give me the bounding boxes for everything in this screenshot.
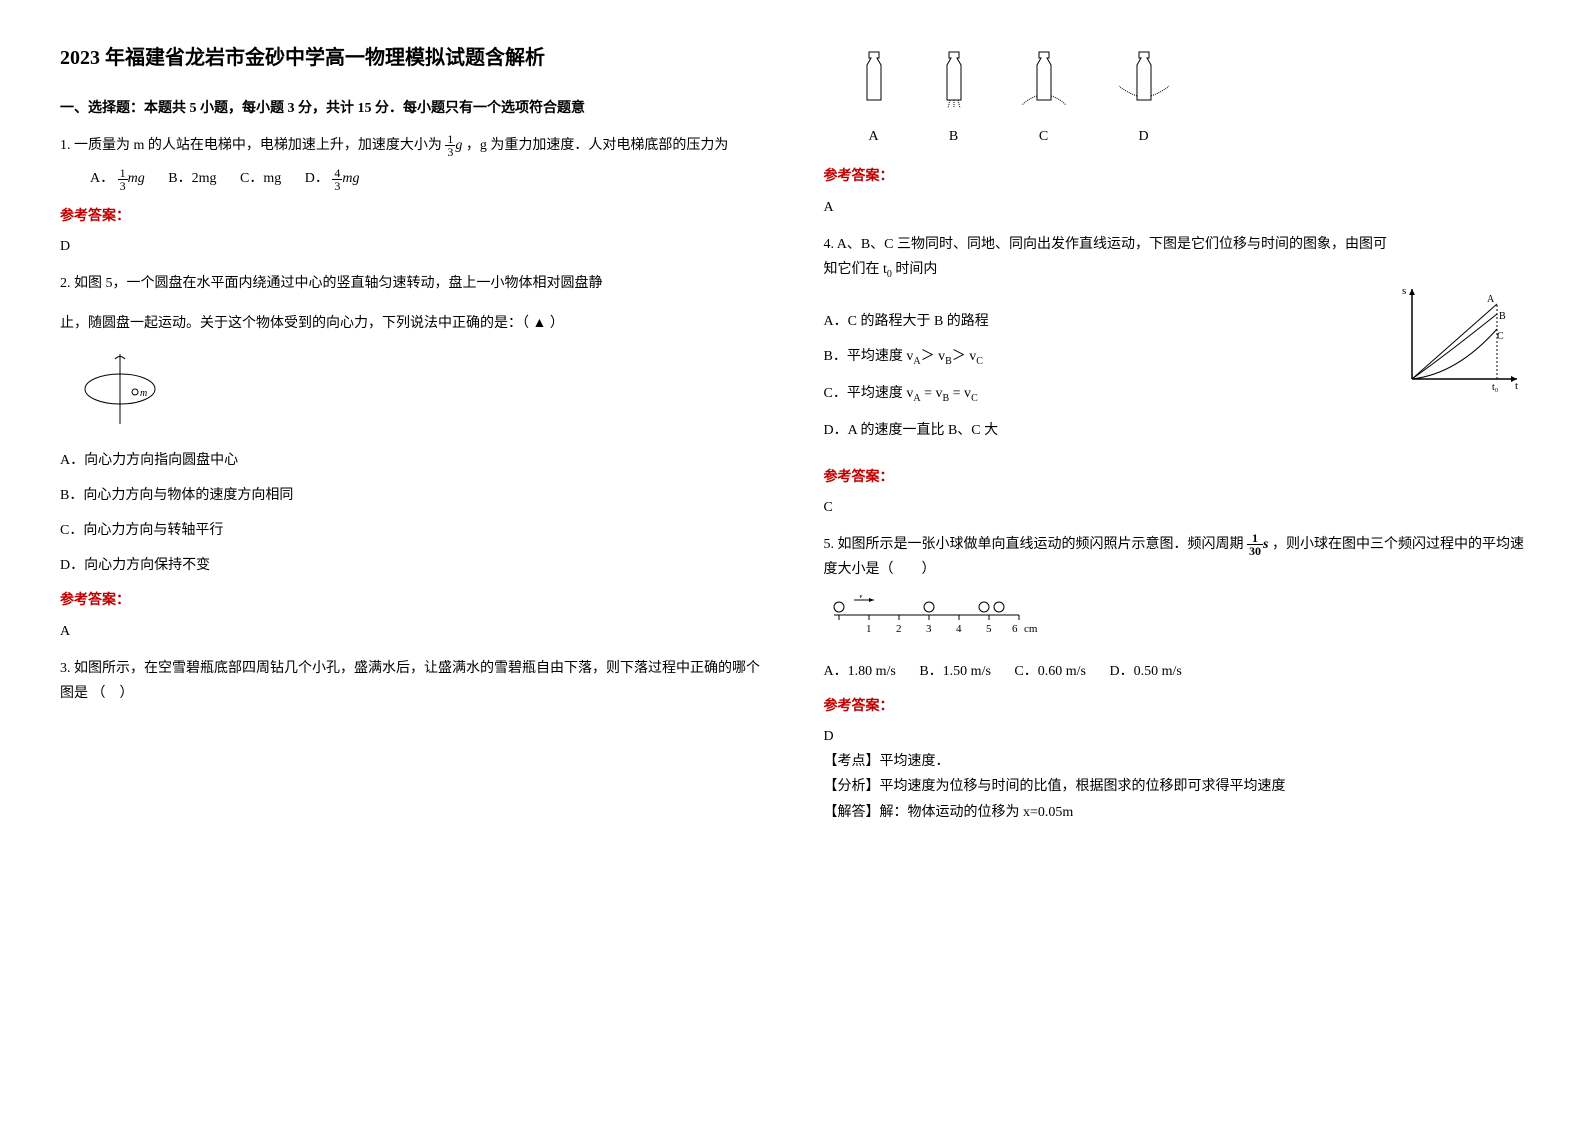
q2-option-c: C．向心力方向与转轴平行 — [60, 518, 764, 543]
svg-text:3: 3 — [926, 623, 932, 635]
q5-s: s — [1263, 537, 1268, 552]
answer-label: 参考答案： — [60, 588, 764, 613]
q1-option-b: B．2mg — [168, 166, 216, 191]
q3-answer: A — [824, 195, 1528, 220]
q5-option-c: C．0.60 m/s — [1014, 659, 1086, 684]
ruler-figure: v 1 2 3 4 5 6 cm — [824, 595, 1528, 649]
bottles-figure: A B C — [854, 50, 1528, 149]
answer-label: 参考答案： — [824, 164, 1528, 189]
bottle-a: A — [854, 50, 894, 149]
question-4: 4. A、B、C 三物同时、同地、同向出发作直线运动，下图是它们位移与时间的图象… — [824, 232, 1528, 453]
q2-stem1: 2. 如图 5，一个圆盘在水平面内绕通过中心的竖直轴匀速转动，盘上一小物体相对圆… — [60, 271, 764, 296]
q2-option-b: B．向心力方向与物体的速度方向相同 — [60, 483, 764, 508]
st-chart: s t A B C t₀ — [1397, 284, 1527, 403]
q1-option-a: A． 1 3 mg — [90, 166, 145, 191]
section-header: 一、选择题：本题共 5 小题，每小题 3 分，共计 15 分．每小题只有一个选项… — [60, 96, 764, 121]
q2-option-d: D．向心力方向保持不变 — [60, 553, 764, 578]
q4-option-d: D．A 的速度一直比 B、C 大 — [824, 418, 1528, 443]
svg-text:t₀: t₀ — [1492, 382, 1499, 393]
answer-label: 参考答案： — [824, 694, 1528, 719]
q1-frac: 1 3 — [445, 133, 455, 158]
svg-text:1: 1 — [866, 623, 872, 635]
q5-options: A．1.80 m/s B．1.50 m/s C．0.60 m/s D．0.50 … — [824, 659, 1528, 684]
q2-option-a: A．向心力方向指向圆盘中心 — [60, 448, 764, 473]
q1-option-c: C．mg — [240, 166, 281, 191]
q5-option-a: A．1.80 m/s — [824, 659, 896, 684]
svg-text:A: A — [1487, 294, 1495, 305]
q5-option-d: D．0.50 m/s — [1110, 659, 1182, 684]
question-5: 5. 如图所示是一张小球做单向直线运动的频闪照片示意图．频闪周期 1 30 s … — [824, 532, 1528, 582]
svg-text:6: 6 — [1012, 623, 1018, 635]
q5-fenxi: 【分析】平均速度为位移与时间的比值，根据图求的位移即可求得平均速度 — [824, 774, 1528, 799]
svg-text:v: v — [859, 595, 863, 600]
q2-answer: A — [60, 619, 764, 644]
svg-text:s: s — [1402, 285, 1406, 297]
bottle-d: D — [1114, 50, 1174, 149]
q5-jieda: 【解答】解：物体运动的位移为 x=0.05m — [824, 800, 1528, 825]
q1-answer: D — [60, 234, 764, 259]
svg-text:cm: cm — [1024, 623, 1038, 635]
q5-answer: D — [824, 724, 1528, 749]
svg-text:C: C — [1497, 331, 1504, 342]
question-3-stem: 3. 如图所示，在空雪碧瓶底部四周钻几个小孔，盛满水后，让盛满水的雪碧瓶自由下落… — [60, 656, 764, 706]
bottle-b: B — [934, 50, 974, 149]
svg-text:5: 5 — [986, 623, 992, 635]
svg-text:4: 4 — [956, 623, 962, 635]
disc-figure: m — [80, 349, 764, 438]
svg-text:m: m — [140, 388, 147, 399]
q4-stem2: 知它们在 t0 时间内 — [824, 257, 1528, 284]
q5-option-b: B．1.50 m/s — [919, 659, 991, 684]
bottle-c: C — [1014, 50, 1074, 149]
q4-stem1: 4. A、B、C 三物同时、同地、同向出发作直线运动，下图是它们位移与时间的图象… — [824, 232, 1528, 257]
answer-label: 参考答案： — [824, 465, 1528, 490]
question-2: 2. 如图 5，一个圆盘在水平面内绕通过中心的竖直轴匀速转动，盘上一小物体相对圆… — [60, 271, 764, 336]
q1-stem-after: ，g 为重力加速度．人对电梯底部的压力为 — [466, 138, 729, 153]
svg-text:2: 2 — [896, 623, 902, 635]
answer-label: 参考答案： — [60, 204, 764, 229]
q1-g: g — [455, 138, 462, 153]
q1-stem-before: 1. 一质量为 m 的人站在电梯中，电梯加速上升，加速度大小为 — [60, 138, 442, 153]
svg-text:t: t — [1515, 380, 1518, 392]
q5-frac: 1 30 — [1247, 532, 1263, 557]
q4-answer: C — [824, 495, 1528, 520]
question-1: 1. 一质量为 m 的人站在电梯中，电梯加速上升，加速度大小为 1 3 g ，g… — [60, 133, 764, 192]
page-title: 2023 年福建省龙岩市金砂中学高一物理模拟试题含解析 — [60, 40, 764, 76]
q1-option-d: D． 4 3 mg — [305, 166, 360, 191]
q2-stem2: 止，随圆盘一起运动。关于这个物体受到的向心力，下列说法中正确的是：（ ▲ ） — [60, 311, 764, 336]
svg-text:B: B — [1499, 311, 1506, 322]
q5-kaodian: 【考点】平均速度． — [824, 749, 1528, 774]
q5-stem-before: 5. 如图所示是一张小球做单向直线运动的频闪照片示意图．频闪周期 — [824, 537, 1244, 552]
